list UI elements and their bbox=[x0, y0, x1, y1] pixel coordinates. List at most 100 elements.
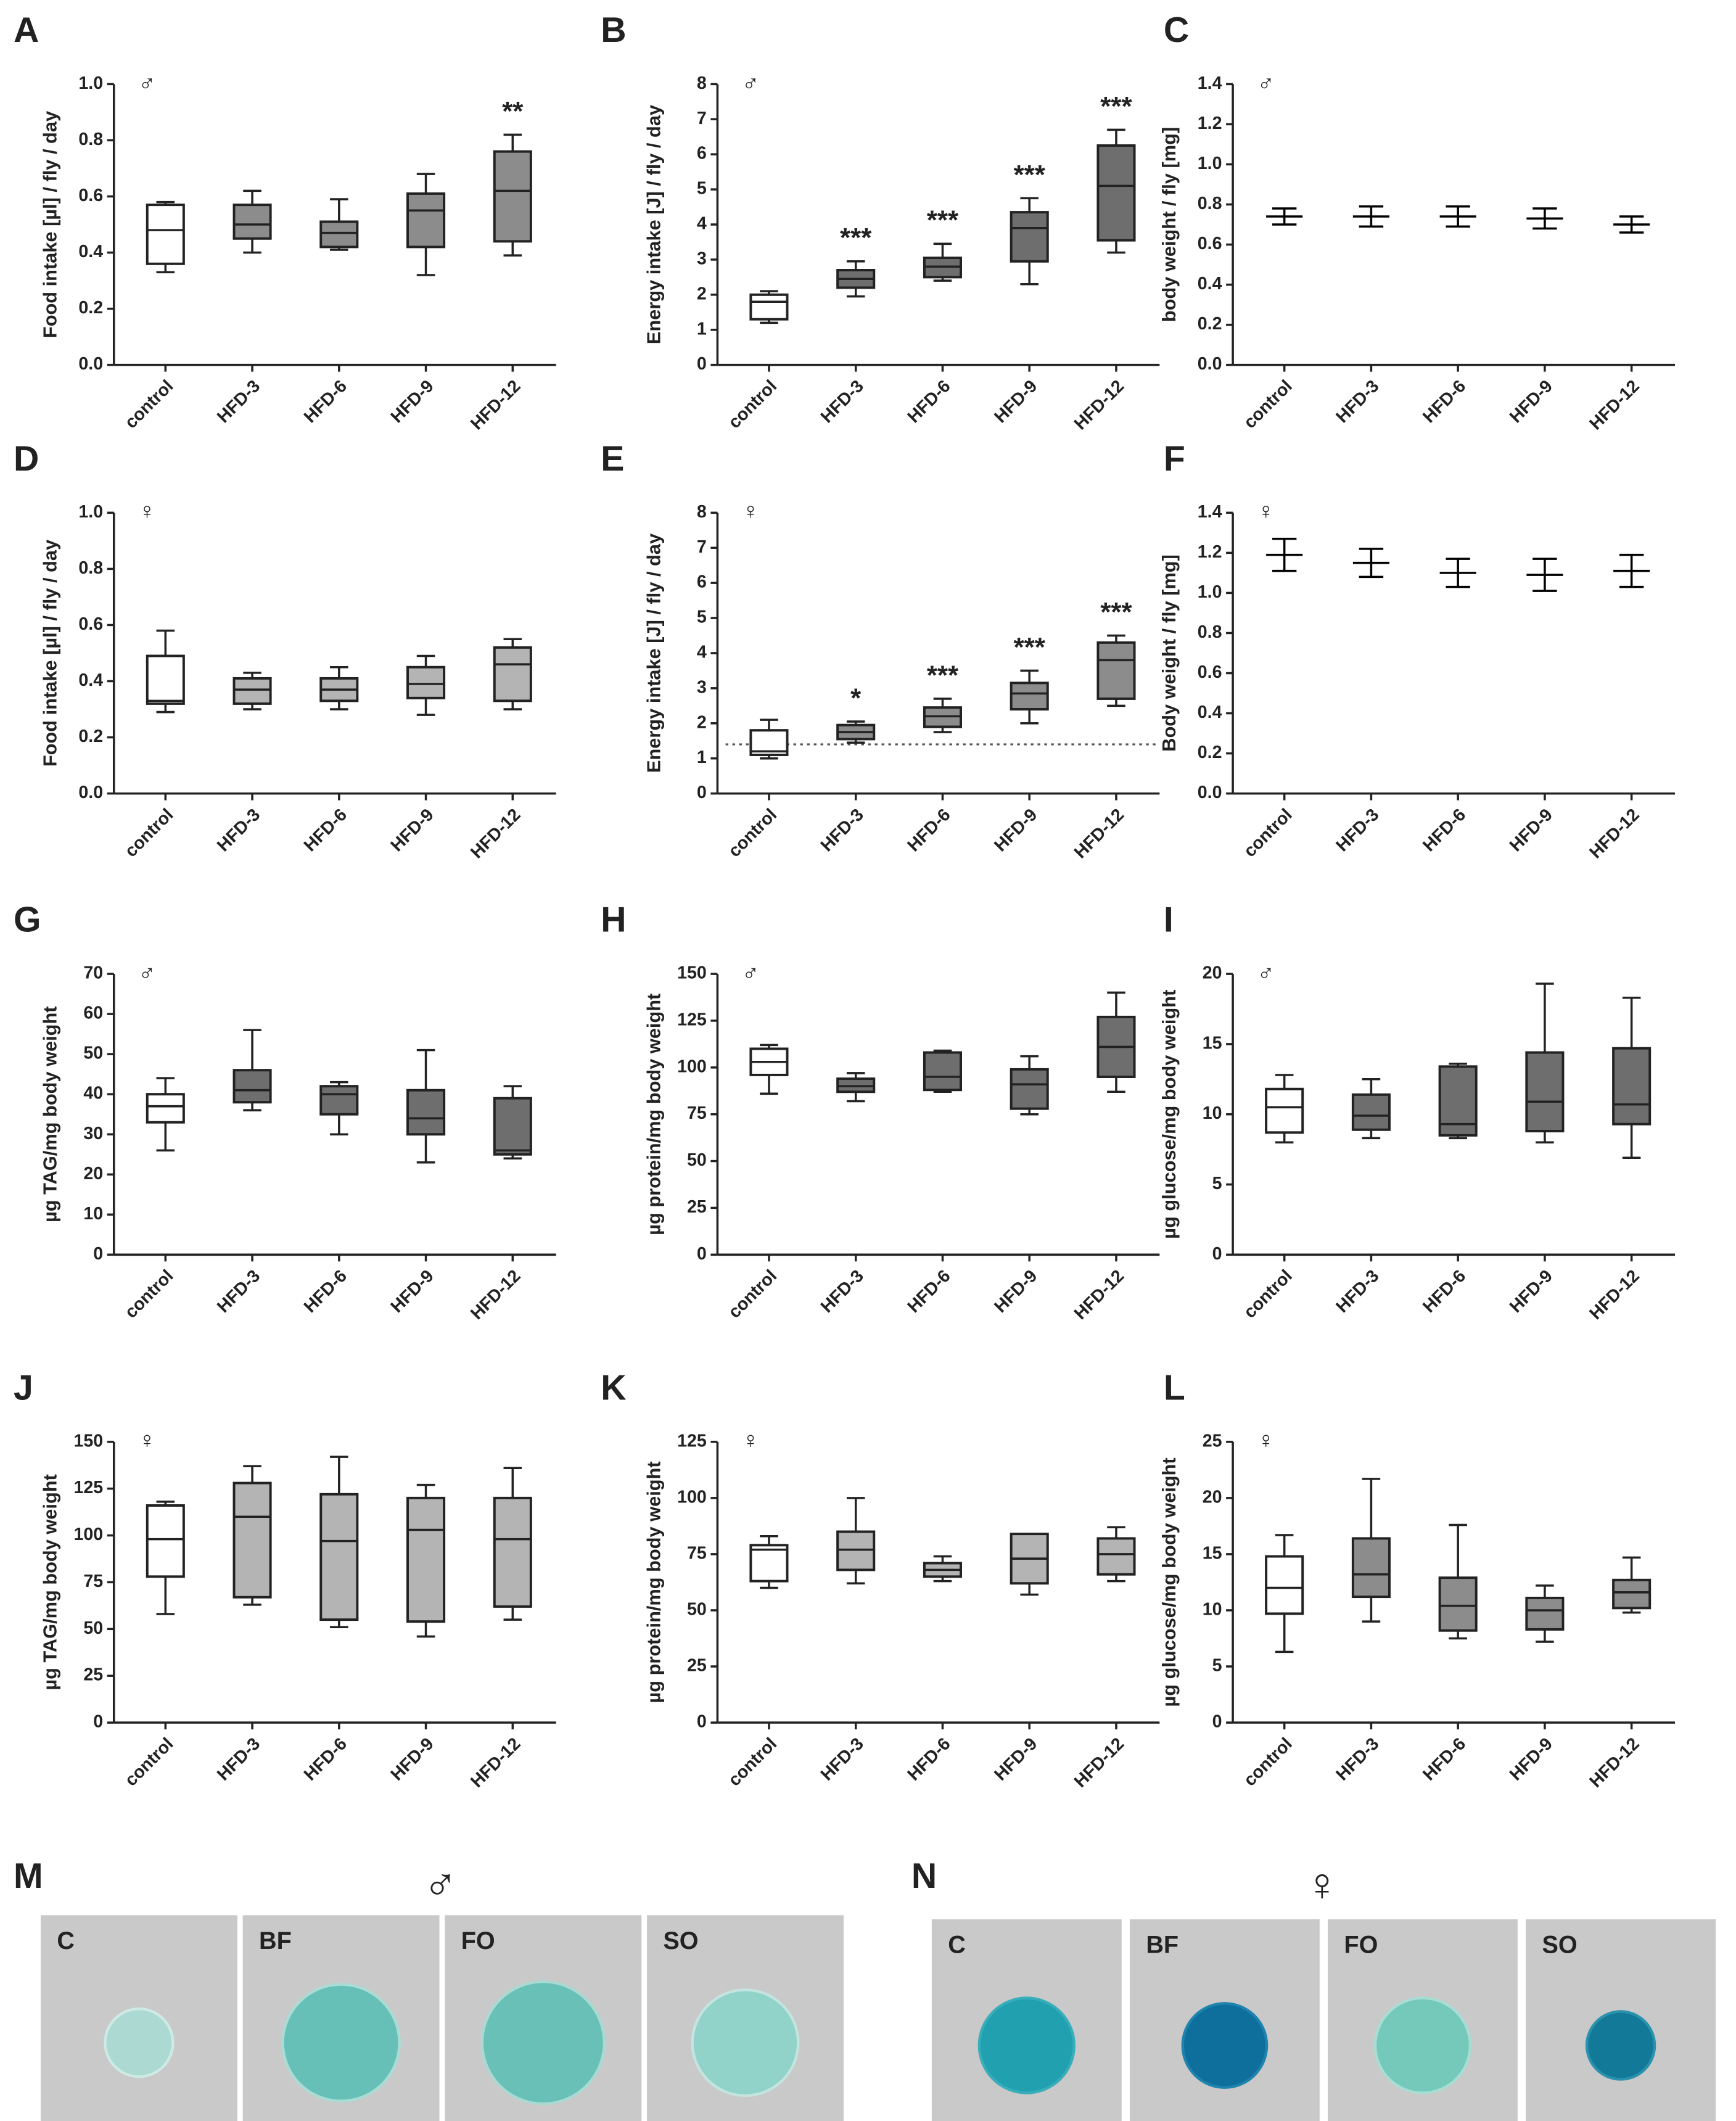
box bbox=[406, 665, 446, 699]
x-tick-label: HFD-9 bbox=[1506, 1734, 1557, 1784]
box bbox=[1010, 1068, 1049, 1110]
box bbox=[146, 1504, 185, 1578]
panel-label: B bbox=[601, 10, 626, 50]
y-tick-label: 75 bbox=[687, 1543, 707, 1563]
y-tick-label: 0.8 bbox=[78, 558, 103, 578]
significance: *** bbox=[1100, 91, 1132, 121]
box bbox=[1096, 1537, 1136, 1576]
y-tick-label: 5 bbox=[1212, 1174, 1222, 1193]
y-tick-label: 1.4 bbox=[1198, 502, 1222, 522]
y-axis-label: Energy intake [J] / fly / day bbox=[643, 533, 664, 773]
y-tick-label: 15 bbox=[1203, 1543, 1222, 1563]
x-tick-label: control bbox=[121, 805, 177, 861]
y-axis-label: µg TAG/mg body weight bbox=[39, 1474, 61, 1690]
y-axis-label: µg protein/mg body weight bbox=[643, 1461, 664, 1703]
y-axis-label: Energy intake [J] / fly / day bbox=[643, 105, 664, 344]
y-tick-label: 0 bbox=[93, 1712, 103, 1732]
sex-symbol: ♂ bbox=[423, 1858, 458, 1910]
image-label: C bbox=[57, 1927, 75, 1954]
y-tick-label: 0 bbox=[1212, 1712, 1222, 1732]
x-tick-label: HFD-12 bbox=[1586, 1734, 1643, 1791]
y-tick-label: 0.2 bbox=[1198, 743, 1222, 762]
y-tick-label: 5 bbox=[1212, 1656, 1222, 1676]
y-tick-label: 20 bbox=[1203, 963, 1222, 983]
x-tick-label: HFD-3 bbox=[213, 1734, 264, 1784]
y-tick-label: 70 bbox=[83, 963, 103, 983]
box bbox=[1096, 144, 1136, 242]
y-tick-label: 2 bbox=[697, 284, 707, 303]
image-label: FO bbox=[461, 1927, 495, 1954]
sex-symbol: ♀ bbox=[742, 498, 759, 524]
y-tick-label: 100 bbox=[73, 1525, 103, 1544]
y-tick-label: 3 bbox=[697, 677, 707, 697]
y-tick-label: 10 bbox=[1203, 1600, 1222, 1620]
significance: ** bbox=[502, 96, 524, 126]
x-tick-label: HFD-6 bbox=[300, 1734, 351, 1784]
x-tick-label: HFD-3 bbox=[1332, 1266, 1383, 1317]
y-tick-label: 0.8 bbox=[1198, 622, 1222, 642]
y-tick-label: 1 bbox=[697, 319, 707, 339]
sex-symbol: ♀ bbox=[1257, 1427, 1275, 1453]
y-axis-label: Food intake [µl] / fly / day bbox=[39, 540, 61, 767]
y-tick-label: 0.8 bbox=[1198, 194, 1222, 213]
sex-symbol: ♂ bbox=[1257, 959, 1275, 985]
box bbox=[923, 1051, 962, 1092]
box bbox=[1525, 1596, 1565, 1631]
x-tick-label: control bbox=[725, 1266, 781, 1322]
y-tick-label: 15 bbox=[1203, 1033, 1222, 1053]
y-tick-label: 1.0 bbox=[78, 73, 103, 93]
y-tick-label: 6 bbox=[697, 144, 707, 163]
sex-symbol: ♀ bbox=[138, 1427, 155, 1453]
stained-gland bbox=[1588, 2012, 1653, 2078]
box bbox=[406, 1496, 446, 1623]
image-label: SO bbox=[1542, 1931, 1578, 1958]
x-tick-label: control bbox=[121, 1266, 177, 1322]
panel-label: A bbox=[14, 10, 39, 50]
y-tick-label: 0.4 bbox=[78, 242, 103, 262]
y-tick-label: 0.6 bbox=[1198, 662, 1222, 682]
image-label: SO bbox=[663, 1927, 698, 1954]
y-axis-label: Body weight / fly [mg] bbox=[1158, 554, 1180, 752]
y-tick-label: 5 bbox=[697, 179, 707, 199]
x-tick-label: HFD-6 bbox=[300, 376, 351, 427]
image-label: BF bbox=[1146, 1931, 1179, 1958]
box bbox=[493, 1097, 532, 1156]
x-tick-label: HFD-6 bbox=[903, 376, 954, 427]
y-tick-label: 0.0 bbox=[1198, 783, 1222, 802]
y-tick-label: 5 bbox=[697, 607, 707, 627]
y-tick-label: 0.2 bbox=[78, 727, 103, 746]
y-tick-label: 1.2 bbox=[1198, 542, 1222, 562]
y-tick-label: 20 bbox=[83, 1164, 103, 1184]
x-tick-label: HFD-12 bbox=[467, 376, 524, 434]
y-tick-label: 10 bbox=[1203, 1103, 1222, 1123]
y-tick-label: 0.2 bbox=[78, 298, 103, 318]
y-tick-label: 75 bbox=[687, 1103, 707, 1123]
x-tick-label: HFD-3 bbox=[1332, 376, 1383, 427]
x-tick-label: HFD-12 bbox=[1586, 805, 1643, 862]
panel-label: H bbox=[601, 900, 626, 940]
panel-label: D bbox=[14, 439, 39, 479]
y-tick-label: 0.4 bbox=[1198, 274, 1222, 294]
x-tick-label: HFD-12 bbox=[1586, 376, 1643, 434]
y-tick-label: 3 bbox=[697, 249, 707, 268]
y-tick-label: 0.6 bbox=[1198, 234, 1222, 253]
y-tick-label: 25 bbox=[687, 1656, 707, 1676]
box bbox=[1096, 641, 1136, 700]
y-tick-label: 1.0 bbox=[1198, 154, 1222, 173]
x-tick-label: HFD-3 bbox=[213, 805, 264, 855]
box bbox=[406, 192, 446, 249]
x-tick-label: HFD-6 bbox=[300, 805, 351, 855]
sex-symbol: ♀ bbox=[138, 498, 155, 524]
x-tick-label: HFD-9 bbox=[387, 1266, 438, 1317]
y-tick-label: 50 bbox=[687, 1150, 707, 1170]
significance: *** bbox=[840, 223, 872, 253]
stained-gland bbox=[1376, 1999, 1469, 2092]
sex-symbol: ♀ bbox=[742, 1427, 759, 1453]
box bbox=[493, 150, 532, 243]
x-tick-label: control bbox=[1240, 1734, 1296, 1790]
y-axis-label: µg protein/mg body weight bbox=[643, 994, 664, 1235]
x-tick-label: HFD-12 bbox=[467, 1266, 524, 1324]
y-axis-label: body weight / fly [mg] bbox=[1158, 127, 1180, 322]
stained-gland bbox=[106, 2010, 172, 2075]
sex-symbol: ♂ bbox=[1257, 69, 1275, 95]
